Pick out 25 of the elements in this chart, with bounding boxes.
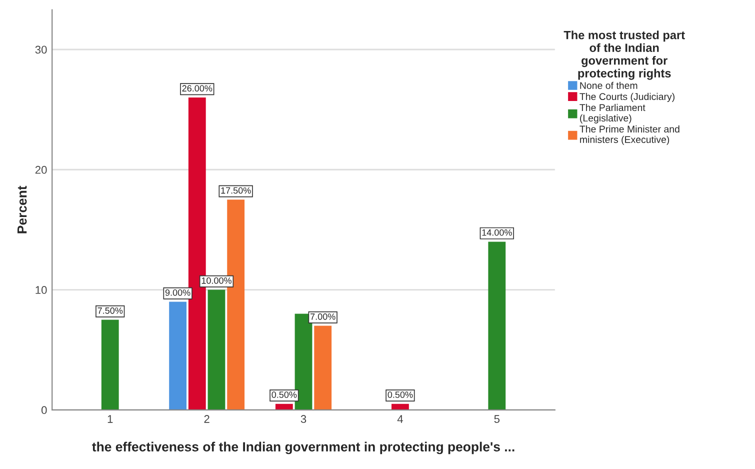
data-label: 0.50% <box>272 392 297 398</box>
data-label: 9.00% <box>165 289 190 296</box>
y-tick-label: 10 <box>36 286 47 294</box>
y-tick-label: 0 <box>41 406 47 414</box>
data-label: 7.00% <box>310 313 336 320</box>
legend-title: The most trusted part of the Indian government for protecting rights <box>564 30 685 80</box>
legend-label: The Prime Minister and ministers (Executive) <box>580 125 680 145</box>
data-label: 7.50% <box>98 307 123 314</box>
legend-label: The Parliament (Legislative) <box>580 104 646 124</box>
data-label: 17.50% <box>221 187 251 194</box>
data-label: 0.50% <box>388 392 413 398</box>
x-tick-label: 5 <box>494 415 500 423</box>
data-label: 10.00% <box>202 277 232 284</box>
y-axis-title: Percent <box>18 186 27 234</box>
x-tick-label: 4 <box>397 415 403 423</box>
x-axis-title: the effectiveness of the Indian government in protecting people's ... <box>92 442 514 454</box>
legend-label: None of them <box>580 82 638 89</box>
x-tick-label: 1 <box>108 415 113 423</box>
data-label: 26.00% <box>182 85 212 92</box>
y-tick-label: 20 <box>35 166 47 174</box>
legend-label: The Courts (Judiciary) <box>580 92 674 102</box>
x-tick-label: 2 <box>204 415 210 423</box>
data-label: 14.00% <box>482 229 512 236</box>
x-tick-label: 3 <box>300 415 306 423</box>
y-tick-label: 30 <box>35 46 47 54</box>
